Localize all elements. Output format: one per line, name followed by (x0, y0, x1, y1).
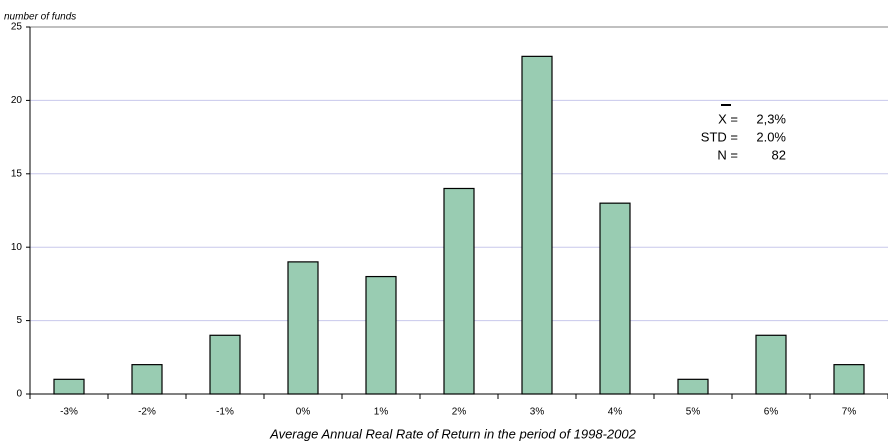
x-tick-label: 2% (452, 407, 467, 418)
x-tick-label: 1% (374, 407, 389, 418)
annotation-value: 82 (772, 147, 786, 162)
x-tick-label: -2% (138, 407, 156, 418)
x-tick-label: -3% (60, 407, 78, 418)
bar (131, 364, 163, 395)
bar (755, 334, 787, 395)
bar (287, 261, 319, 395)
x-tick-label: 5% (686, 407, 701, 418)
annotation-label: X = (718, 111, 738, 126)
x-tick-label: 3% (530, 407, 545, 418)
y-axis-label: number of funds (4, 12, 76, 23)
bar (209, 334, 241, 395)
y-tick-label: 20 (11, 95, 23, 106)
annotation-label: N = (717, 147, 738, 162)
y-tick-label: 10 (11, 242, 23, 253)
bar (599, 202, 631, 395)
bar (833, 364, 865, 395)
x-tick-label: 7% (842, 407, 857, 418)
annotation-value: 2.0% (756, 129, 786, 144)
x-tick-label: -1% (216, 407, 234, 418)
y-tick-label: 0 (16, 389, 22, 400)
x-tick-label: 6% (764, 407, 779, 418)
bar (53, 378, 85, 395)
bar (521, 55, 553, 395)
bar (677, 378, 709, 395)
y-tick-label: 25 (11, 22, 23, 33)
x-tick-label: 0% (296, 407, 311, 418)
bar (365, 275, 397, 395)
bar (443, 187, 475, 395)
y-tick-label: 15 (11, 168, 23, 179)
x-tick-label: 4% (608, 407, 623, 418)
y-tick-label: 5 (16, 315, 22, 326)
annotation-value: 2,3% (756, 111, 786, 126)
x-axis-label: Average Annual Real Rate of Return in th… (269, 426, 636, 441)
annotation-label: STD = (701, 129, 738, 144)
